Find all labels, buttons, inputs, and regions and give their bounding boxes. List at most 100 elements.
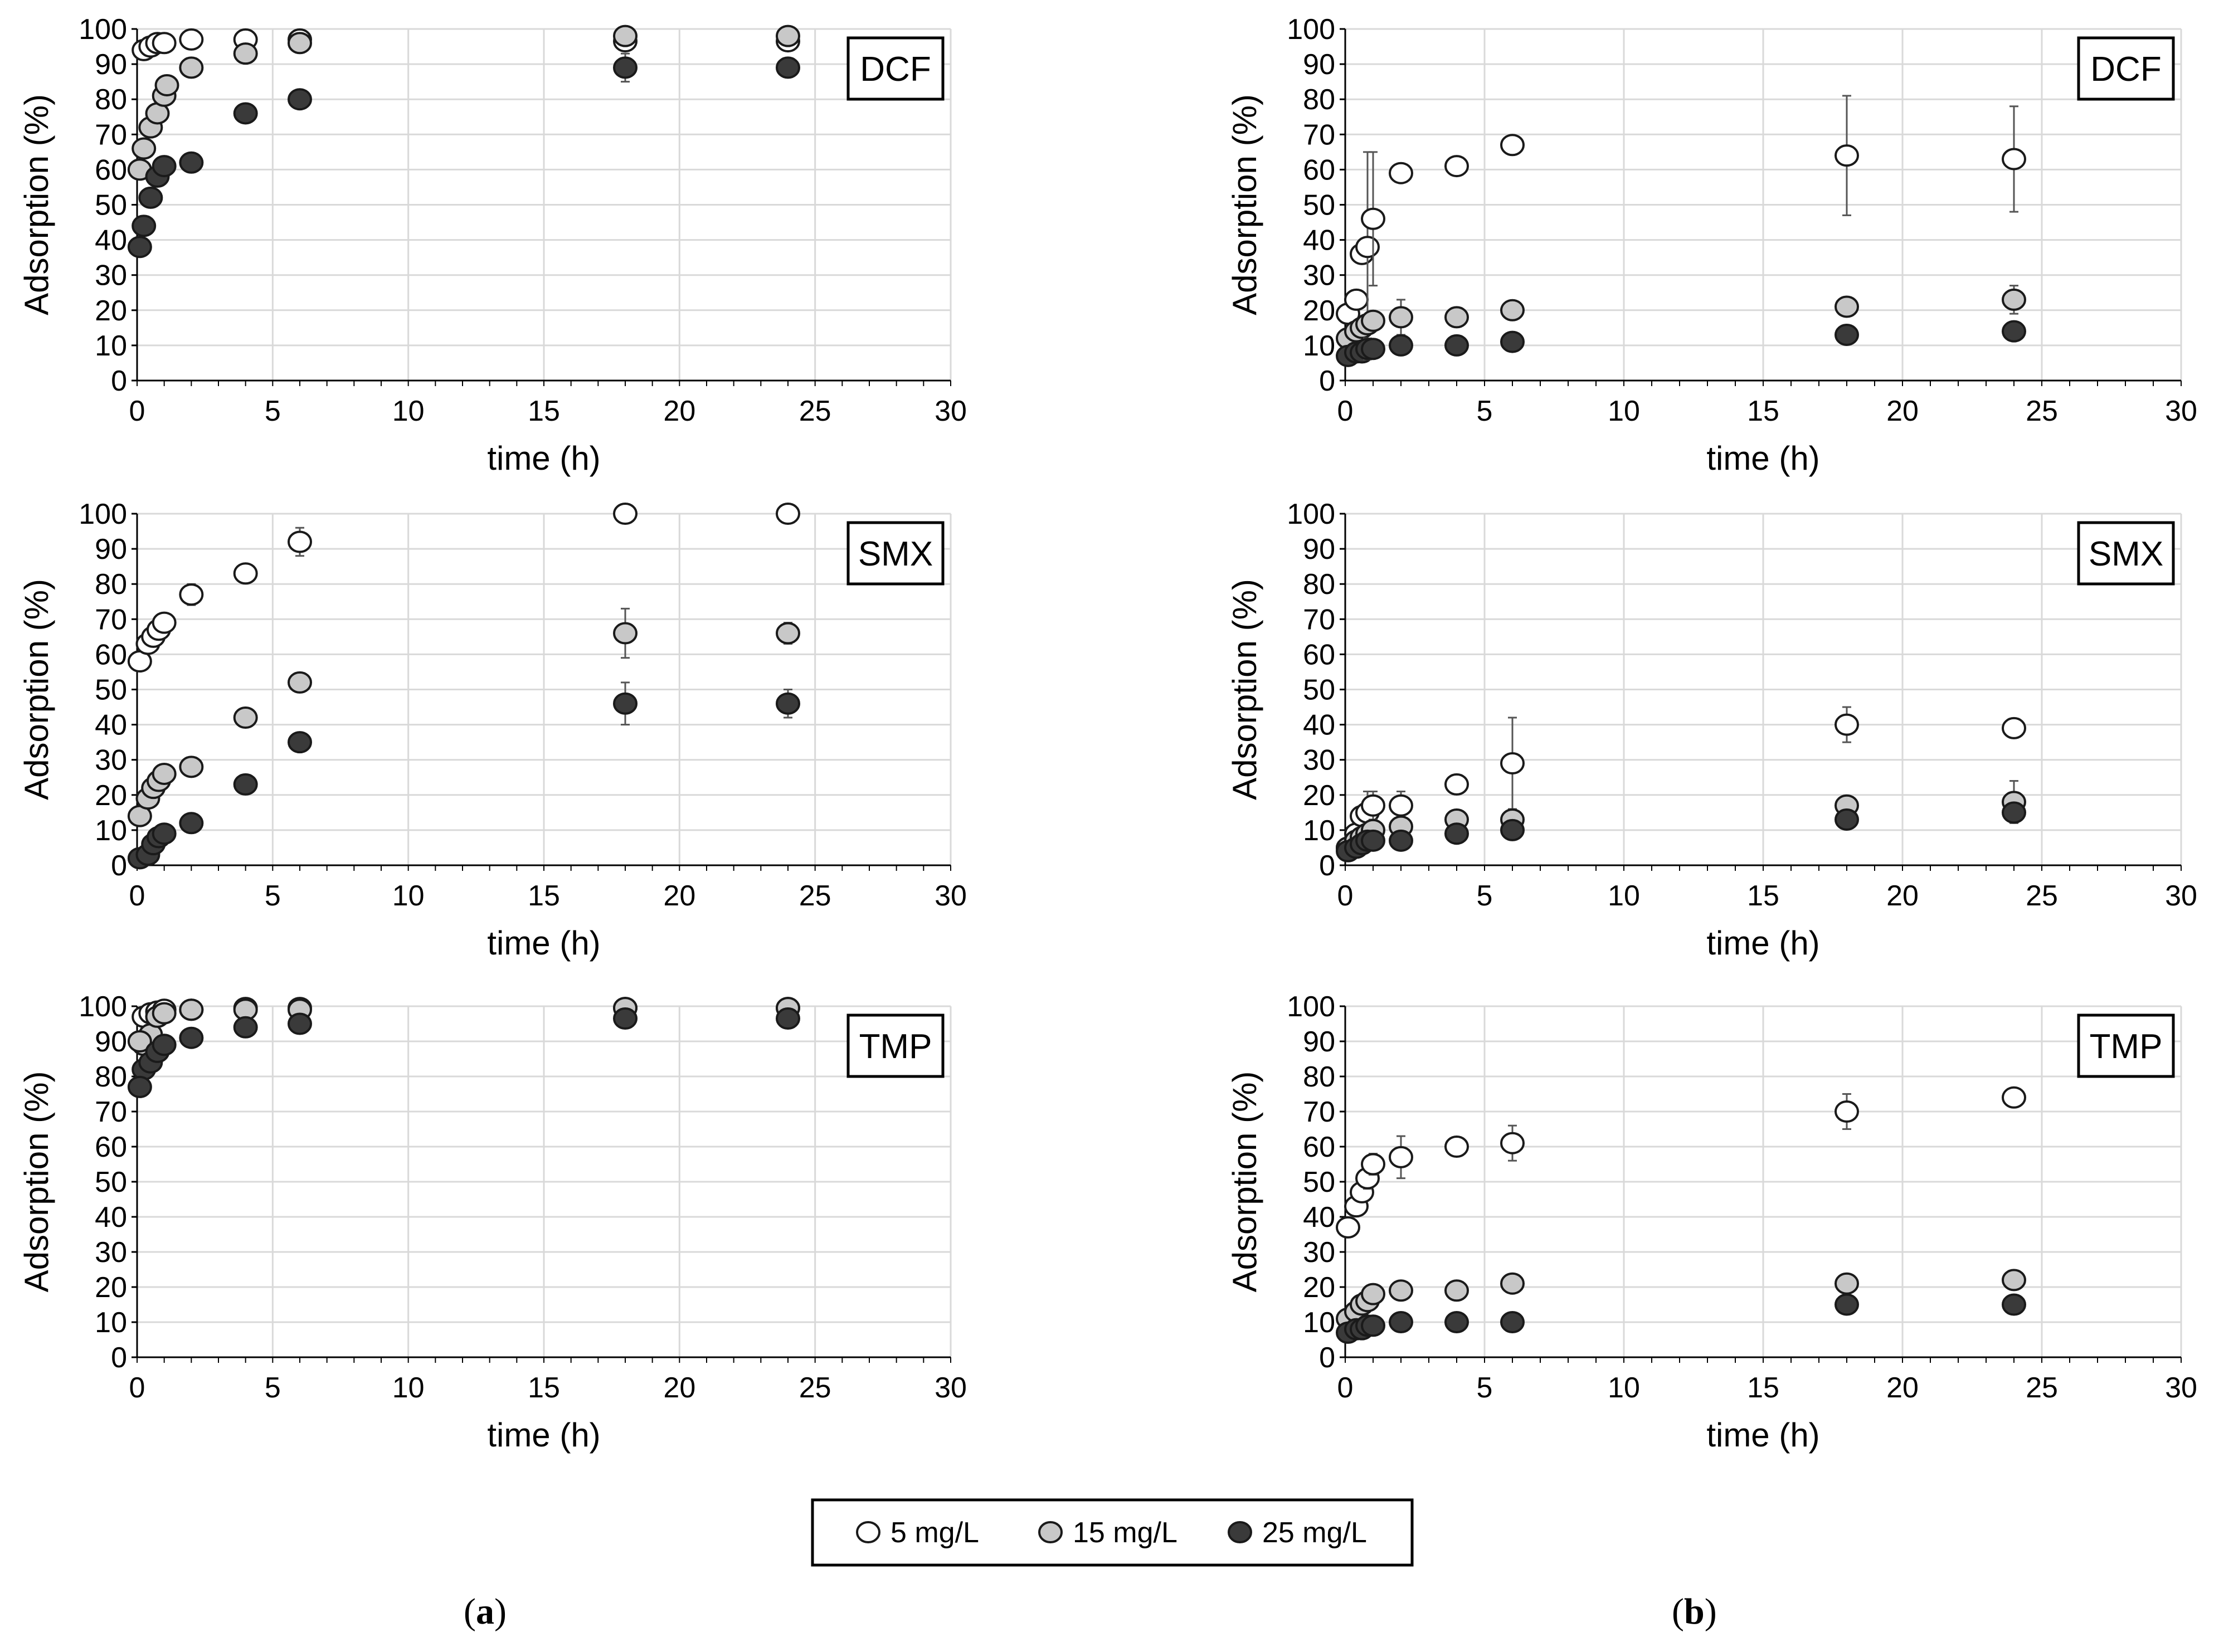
x-axis-label: time (h) (1706, 924, 1819, 962)
data-point (1835, 323, 1859, 346)
series-5-mg-l (132, 28, 800, 61)
x-tick-label: 0 (1337, 1372, 1354, 1404)
data-point (179, 28, 204, 51)
x-tick-label: 0 (1337, 395, 1354, 427)
y-tick-label: 90 (1303, 48, 1335, 81)
data-point (152, 1002, 177, 1025)
data-point (776, 56, 800, 79)
y-tick-label: 90 (1303, 1026, 1335, 1058)
y-tick-label: 0 (111, 1342, 127, 1374)
y-tick-label: 70 (95, 603, 127, 636)
x-tick-label: 10 (392, 880, 425, 912)
y-tick-label: 0 (1319, 365, 1335, 397)
y-tick-label: 10 (95, 815, 127, 847)
data-point (1361, 829, 1385, 852)
data-point (152, 762, 177, 785)
x-tick-label: 15 (1747, 880, 1779, 912)
y-tick-label: 90 (95, 533, 127, 566)
data-point (152, 822, 177, 845)
data-point (288, 32, 312, 55)
x-tick-label: 20 (663, 880, 695, 912)
series-5-mg-l (1336, 1086, 2026, 1239)
data-point (1500, 330, 1525, 353)
data-point (1500, 1311, 1525, 1333)
compound-tag-box (2077, 36, 2175, 101)
data-point (1361, 338, 1385, 360)
y-tick-label: 70 (95, 119, 127, 151)
data-point (132, 137, 157, 160)
y-tick-label: 10 (1303, 330, 1335, 362)
y-tick-label: 50 (1303, 674, 1335, 706)
data-point (179, 151, 204, 174)
data-point (2002, 320, 2026, 343)
y-tick-label: 80 (95, 1061, 127, 1093)
x-tick-label: 20 (1886, 1372, 1919, 1404)
compound-tag-box (846, 36, 945, 101)
y-tick-label: 0 (111, 365, 127, 397)
y-tick-label: 30 (1303, 744, 1335, 777)
data-point (179, 583, 204, 606)
data-point (776, 692, 800, 715)
compound-tag: SMX (2089, 535, 2163, 573)
data-point (179, 1026, 204, 1049)
y-axis-label: Adsorption (%) (1226, 94, 1263, 315)
data-point (233, 706, 258, 729)
data-point (1835, 713, 1859, 736)
y-tick-label: 100 (1287, 498, 1335, 530)
x-tick-label: 25 (2026, 880, 2058, 912)
y-tick-label: 70 (1303, 119, 1335, 151)
y-tick-label: 80 (95, 568, 127, 601)
series-5-mg-l (132, 997, 800, 1028)
data-point (1444, 1311, 1469, 1333)
y-tick-label: 40 (1303, 225, 1335, 257)
y-tick-label: 60 (1303, 639, 1335, 671)
compound-tag-box (2077, 1013, 2175, 1078)
x-tick-label: 10 (392, 1372, 425, 1404)
x-axis-label: time (h) (1706, 1416, 1819, 1454)
data-point (1444, 1136, 1469, 1158)
y-tick-label: 20 (95, 779, 127, 812)
data-point (613, 56, 638, 79)
y-tick-label: 90 (95, 1026, 127, 1058)
x-tick-label: 15 (528, 880, 560, 912)
x-tick-label: 0 (129, 395, 145, 427)
y-tick-label: 30 (95, 260, 127, 292)
series-25-mg-l (1336, 320, 2026, 367)
y-tick-label: 60 (1303, 1131, 1335, 1163)
data-point (613, 622, 638, 645)
series-15-mg-l (1336, 780, 2026, 859)
series-25-mg-l (127, 681, 800, 870)
data-point (233, 562, 258, 585)
y-axis-label: Adsorption (%) (1226, 579, 1263, 800)
legend-box (811, 1498, 1414, 1567)
y-tick-label: 60 (95, 1131, 127, 1163)
y-tick-label: 50 (95, 189, 127, 222)
y-tick-label: 10 (1303, 815, 1335, 847)
data-point (1361, 1153, 1385, 1176)
x-axis-label: time (h) (1706, 440, 1819, 477)
data-point (1500, 1272, 1525, 1295)
y-tick-label: 0 (1319, 850, 1335, 882)
series-15-mg-l (127, 607, 800, 827)
y-tick-label: 30 (95, 744, 127, 777)
compound-tag: DCF (2090, 50, 2161, 89)
y-tick-label: 50 (1303, 189, 1335, 222)
series-15-mg-l (127, 25, 800, 181)
x-tick-label: 15 (528, 395, 560, 427)
data-point (233, 1016, 258, 1039)
data-point (1444, 773, 1469, 796)
data-point (2002, 1086, 2026, 1109)
y-tick-label: 80 (1303, 568, 1335, 601)
x-tick-label: 30 (2165, 880, 2197, 912)
y-axis-label: Adsorption (%) (18, 579, 55, 800)
series-15-mg-l (1336, 285, 2026, 350)
y-tick-label: 30 (1303, 260, 1335, 292)
x-tick-label: 15 (1747, 1372, 1779, 1404)
y-tick-label: 30 (95, 1236, 127, 1269)
y-tick-label: 100 (79, 991, 127, 1023)
